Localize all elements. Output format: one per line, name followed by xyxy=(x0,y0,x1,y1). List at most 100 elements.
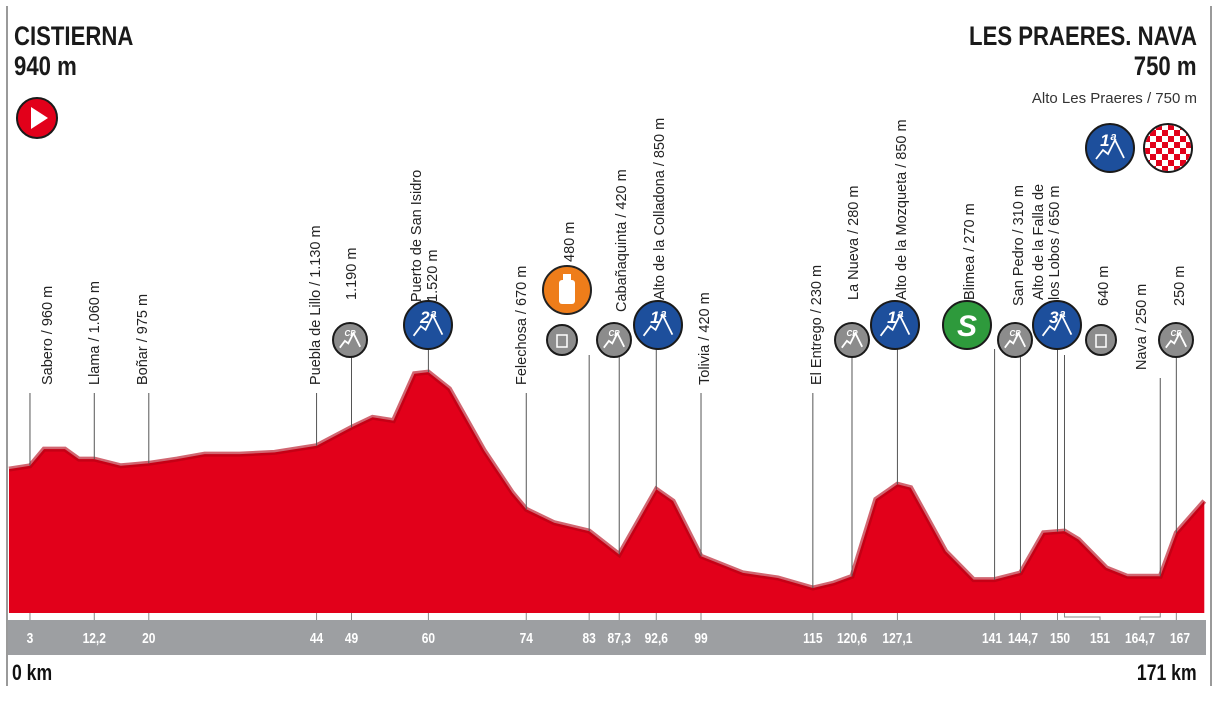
cat-3-climb-icon: 3ª xyxy=(1032,300,1082,350)
checker-square xyxy=(1162,142,1168,148)
km-end-label: 171 km xyxy=(1137,660,1197,685)
checker-square xyxy=(1174,154,1180,160)
elevation-profile xyxy=(9,372,1205,613)
play-glyph xyxy=(31,107,48,129)
km-tick-label: 44 xyxy=(310,630,324,647)
waypoint-label: Cabañaquinta / 420 m xyxy=(614,169,630,312)
checker-square xyxy=(1156,125,1162,130)
km-tick-label: 151 xyxy=(1090,630,1110,647)
mountain-glyph xyxy=(1165,331,1188,349)
cat-1-climb-icon: 1ª xyxy=(633,300,683,350)
checkpoint-icon: CP xyxy=(1158,322,1194,358)
checker-square xyxy=(1174,130,1180,136)
checker-square xyxy=(1162,166,1168,171)
km-start-label: 0 km xyxy=(12,660,53,685)
km-tick xyxy=(1063,613,1101,620)
km-tick-label: 127,1 xyxy=(882,630,912,647)
waypoint-label: Puebla de Lillo / 1.130 m xyxy=(308,225,324,385)
waypoint-label: Puerto de San Isidro xyxy=(409,170,425,302)
checker-square xyxy=(1168,136,1174,142)
checker-square xyxy=(1168,160,1174,166)
waypoint-label: La Nueva / 280 m xyxy=(846,186,862,300)
checker-square xyxy=(1162,154,1168,160)
checker-square xyxy=(1168,125,1174,130)
mountain-glyph xyxy=(603,331,626,349)
waypoint-label: 1.190 m xyxy=(344,248,360,300)
checker-square xyxy=(1162,130,1168,136)
icon-glyph: CP xyxy=(344,329,356,338)
trash-glyph xyxy=(556,334,568,348)
start-icon xyxy=(16,97,58,139)
km-tick-label: 120,6 xyxy=(837,630,867,647)
waypoint-label: Alto de la Colladona / 850 m xyxy=(652,118,668,300)
waypoint-label: 250 m xyxy=(1172,266,1188,306)
checker-square xyxy=(1150,154,1156,160)
checkpoint-icon: CP xyxy=(997,322,1033,358)
icon-glyph: CP xyxy=(1009,329,1021,338)
km-tick-label: 144,7 xyxy=(1008,630,1038,647)
checkpoint-icon: CP xyxy=(596,322,632,358)
waypoint-label: Felechosa / 670 m xyxy=(514,266,530,385)
icon-glyph: CP xyxy=(846,329,858,338)
waypoint-label-line2: los Lobos / 650 m xyxy=(1047,186,1063,300)
icon-glyph: S xyxy=(957,310,977,343)
km-tick-label: 164,7 xyxy=(1125,630,1155,647)
mountain-glyph xyxy=(1095,137,1125,160)
start-elevation: 940 m xyxy=(14,51,77,81)
checker-square xyxy=(1145,148,1150,154)
waypoint-label: Llama / 1.060 m xyxy=(87,281,103,385)
mountain-glyph xyxy=(412,313,444,337)
cat-2-climb-icon: 2ª xyxy=(403,300,453,350)
icon-ring xyxy=(1143,123,1193,173)
km-tick-label: 74 xyxy=(520,630,534,647)
checker-square xyxy=(1186,154,1191,160)
waypoint-label: Tolivia / 420 m xyxy=(697,292,713,385)
waypoint-label: 480 m xyxy=(562,222,578,262)
checker-square xyxy=(1186,142,1191,148)
icon-circle xyxy=(1085,324,1117,356)
km-tick-label: 60 xyxy=(422,630,435,647)
checker-square xyxy=(1156,160,1162,166)
cat-1-climb-icon: 1ª xyxy=(1085,123,1135,173)
waypoint-label: 640 m xyxy=(1096,266,1112,306)
icon-glyph: 1ª xyxy=(887,308,903,327)
waypoint-label: Blimea / 270 m xyxy=(962,203,978,300)
mountain-glyph xyxy=(841,331,864,349)
checkpoint-icon: CP xyxy=(834,322,870,358)
waypoint-label: Alto de la Mozqueta / 850 m xyxy=(894,119,910,300)
checker-square xyxy=(1145,136,1150,142)
checker-square xyxy=(1168,148,1174,154)
mountain-glyph xyxy=(1004,331,1027,349)
trash-glyph xyxy=(1095,334,1107,348)
checker-square xyxy=(1174,142,1180,148)
finish-elevation: 750 m xyxy=(1134,51,1197,81)
km-tick-label: 83 xyxy=(582,630,596,647)
waypoint-label: Alto de la Falla de xyxy=(1031,184,1047,300)
icon-circle xyxy=(942,300,992,350)
icon-glyph: 2ª xyxy=(419,308,436,327)
icon-circle xyxy=(546,324,578,356)
km-tick-label: 3 xyxy=(27,630,34,647)
checker-square xyxy=(1150,142,1156,148)
icon-glyph: 1ª xyxy=(650,308,666,327)
checker-square xyxy=(1186,166,1191,171)
km-tick-label: 92,6 xyxy=(645,630,669,647)
km-tick-label: 150 xyxy=(1050,630,1070,647)
km-tick-label: 87,3 xyxy=(608,630,632,647)
axis-strip xyxy=(8,613,1206,620)
mountain-glyph xyxy=(879,313,911,337)
km-tick-label: 141 xyxy=(982,630,1002,647)
icon-glyph: CP xyxy=(1170,329,1182,338)
km-tick-label: 115 xyxy=(803,630,823,647)
waypoint-label-line2: 1.520 m xyxy=(425,250,441,302)
profile-ridge-shade xyxy=(8,369,1207,591)
km-tick xyxy=(1139,613,1161,620)
start-town: CISTIERNA xyxy=(14,21,134,51)
mountain-glyph xyxy=(339,331,362,349)
feed-zone-icon xyxy=(542,265,592,315)
km-tick-label: 167 xyxy=(1170,630,1190,647)
checker-square xyxy=(1174,166,1180,171)
waste-zone-icon xyxy=(1085,324,1117,356)
waypoint-label: El Entrego / 230 m xyxy=(809,265,825,385)
